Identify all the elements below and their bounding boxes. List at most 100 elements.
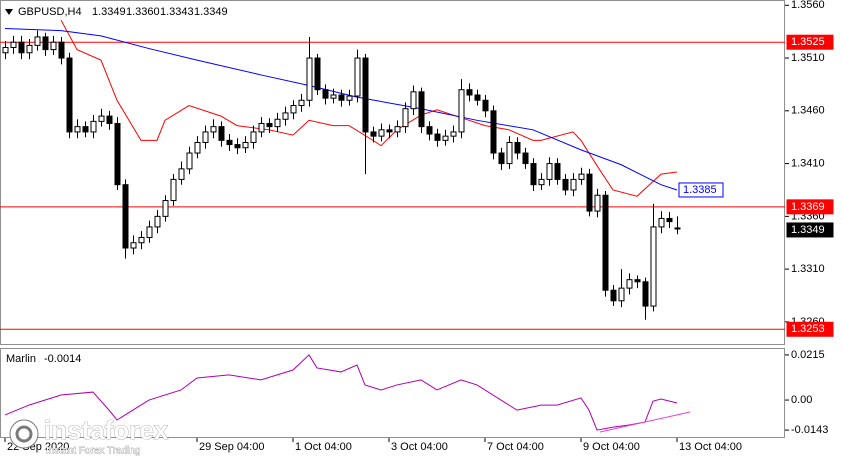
divergence-line — [599, 411, 691, 433]
y-tick-label: 1.3510 — [791, 52, 825, 64]
candle-body — [490, 110, 497, 154]
candle-body — [514, 141, 521, 154]
candle-body — [394, 126, 401, 133]
candle-body — [522, 152, 529, 165]
candle-body — [554, 163, 561, 180]
y-tick-label: 1.3410 — [791, 157, 825, 169]
candle-body — [146, 226, 153, 238]
candle-body — [570, 178, 577, 191]
candle-body — [290, 105, 297, 114]
x-tick-label: 3 Oct 04:00 — [391, 441, 448, 453]
price-label-box — [786, 222, 834, 238]
ma-label-box — [678, 182, 724, 198]
indicator-line — [4, 354, 678, 431]
logo-inner — [15, 425, 33, 443]
moving-average — [60, 19, 678, 197]
candle-body — [578, 173, 585, 180]
candle-body — [378, 129, 385, 137]
candle-body — [610, 289, 617, 302]
candle-body — [298, 99, 305, 107]
candle-body — [442, 135, 449, 141]
candle-body — [322, 89, 329, 99]
x-tick-label: 7 Oct 04:00 — [487, 441, 544, 453]
candle-body — [194, 141, 201, 154]
candle-body — [10, 41, 17, 48]
indicator-tick-label: 0.0215 — [791, 349, 825, 361]
candle-body — [594, 194, 601, 212]
candle-body — [274, 118, 281, 128]
price-label-text: 1.3349 — [791, 224, 825, 236]
candle-body — [218, 126, 225, 141]
y-tick-label: 1.3460 — [791, 105, 825, 117]
candle-body — [338, 94, 345, 101]
candle-body — [418, 91, 425, 128]
candle-body — [346, 95, 353, 101]
candle-body — [650, 226, 657, 307]
candle-body — [58, 41, 65, 59]
level-label-box — [786, 321, 834, 337]
candle-body — [538, 178, 545, 186]
candle-body — [482, 99, 489, 112]
candle-body — [202, 131, 209, 143]
logo — [9, 419, 39, 449]
candle-body — [314, 57, 321, 91]
candle-body — [266, 122, 273, 128]
candle-body — [66, 57, 73, 133]
candle-body — [666, 217, 673, 223]
candle-body — [634, 279, 641, 283]
high-label: 1.3360 — [126, 6, 160, 18]
candle-body — [26, 44, 33, 54]
ma-label-text: 1.3385 — [683, 184, 717, 196]
candle-body — [306, 57, 313, 101]
level-label-text: 1.3253 — [791, 323, 825, 335]
candle-body — [618, 287, 625, 302]
open-label: 1.3349 — [92, 6, 126, 18]
candle-body — [602, 194, 609, 291]
candle-body — [154, 215, 161, 228]
candle-body — [498, 152, 505, 165]
candle-body — [474, 94, 481, 101]
candle-body — [330, 94, 337, 99]
candle-body — [586, 173, 593, 212]
candle-body — [250, 131, 257, 143]
candle-body — [42, 36, 49, 51]
level-label-box — [786, 199, 834, 215]
candle-body — [90, 120, 97, 133]
candle-body — [186, 152, 193, 170]
candle-body — [170, 178, 177, 202]
candle-body — [122, 184, 129, 249]
candle-body — [74, 126, 81, 133]
candle-body — [626, 279, 633, 289]
watermark: instaforex Instant Forex Trading — [9, 415, 169, 457]
candle-body — [506, 141, 513, 165]
candle-body — [98, 115, 105, 122]
low-label: 1.3343 — [160, 6, 194, 18]
candle-body — [562, 178, 569, 191]
symbol: GBPUSD,H4 — [18, 6, 82, 18]
candle-body — [130, 242, 137, 249]
indicator-pane — [0, 348, 785, 438]
menu-triangle[interactable] — [5, 9, 13, 15]
candle-body — [82, 126, 89, 133]
candle-body — [450, 131, 457, 137]
candle-body — [386, 129, 393, 133]
candle-body — [466, 89, 473, 96]
candle-body — [642, 281, 649, 307]
candle-body — [2, 46, 9, 54]
x-tick-label: 13 Oct 04:00 — [679, 441, 742, 453]
candle-body — [282, 112, 289, 120]
candle-body — [434, 133, 441, 141]
candle-body — [370, 131, 377, 137]
candle-body — [138, 236, 145, 244]
level-label-box — [786, 34, 834, 50]
candle-body — [258, 122, 265, 133]
x-tick-label: 1 Oct 04:00 — [295, 441, 352, 453]
candle-body — [162, 200, 169, 217]
indicator-tick-label: 0.00 — [791, 394, 812, 406]
candle-body — [410, 91, 417, 110]
candle-body — [354, 57, 361, 97]
indicator-title: Marlin — [6, 353, 36, 365]
y-tick-label: 1.3310 — [791, 263, 825, 275]
